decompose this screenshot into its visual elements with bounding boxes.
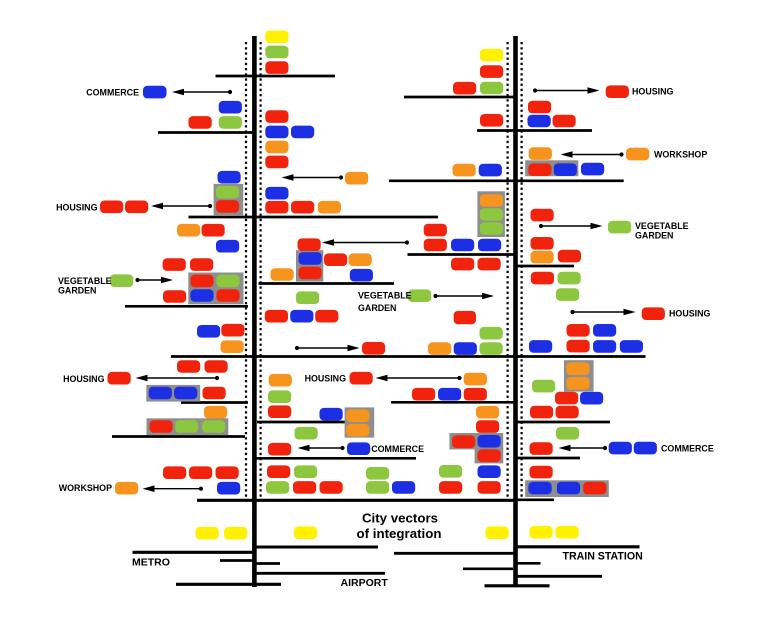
svg-text:of integration: of integration [357,526,442,541]
svg-text:COMMERCE: COMMERCE [86,88,139,98]
svg-text:GARDEN: GARDEN [58,285,96,295]
svg-text:GARDEN: GARDEN [358,303,396,313]
svg-text:METRO: METRO [132,556,170,568]
svg-text:WORKSHOP: WORKSHOP [59,483,112,493]
svg-text:HOUSING: HOUSING [305,373,347,383]
svg-text:City vectors: City vectors [362,510,438,525]
svg-text:TRAIN STATION: TRAIN STATION [563,551,643,563]
svg-text:HOUSING: HOUSING [56,202,98,212]
svg-text:VEGETABLE: VEGETABLE [358,290,412,300]
svg-text:COMMERCE: COMMERCE [371,444,424,454]
svg-text:GARDEN: GARDEN [635,230,673,240]
svg-text:HOUSING: HOUSING [669,308,711,318]
svg-text:VEGETABLE: VEGETABLE [58,276,112,286]
svg-text:AIRPORT: AIRPORT [341,577,389,589]
svg-text:COMMERCE: COMMERCE [661,443,714,453]
svg-text:VEGETABLE: VEGETABLE [635,221,689,231]
svg-text:HOUSING: HOUSING [632,86,674,96]
svg-text:WORKSHOP: WORKSHOP [654,149,707,159]
svg-text:HOUSING: HOUSING [63,374,105,384]
